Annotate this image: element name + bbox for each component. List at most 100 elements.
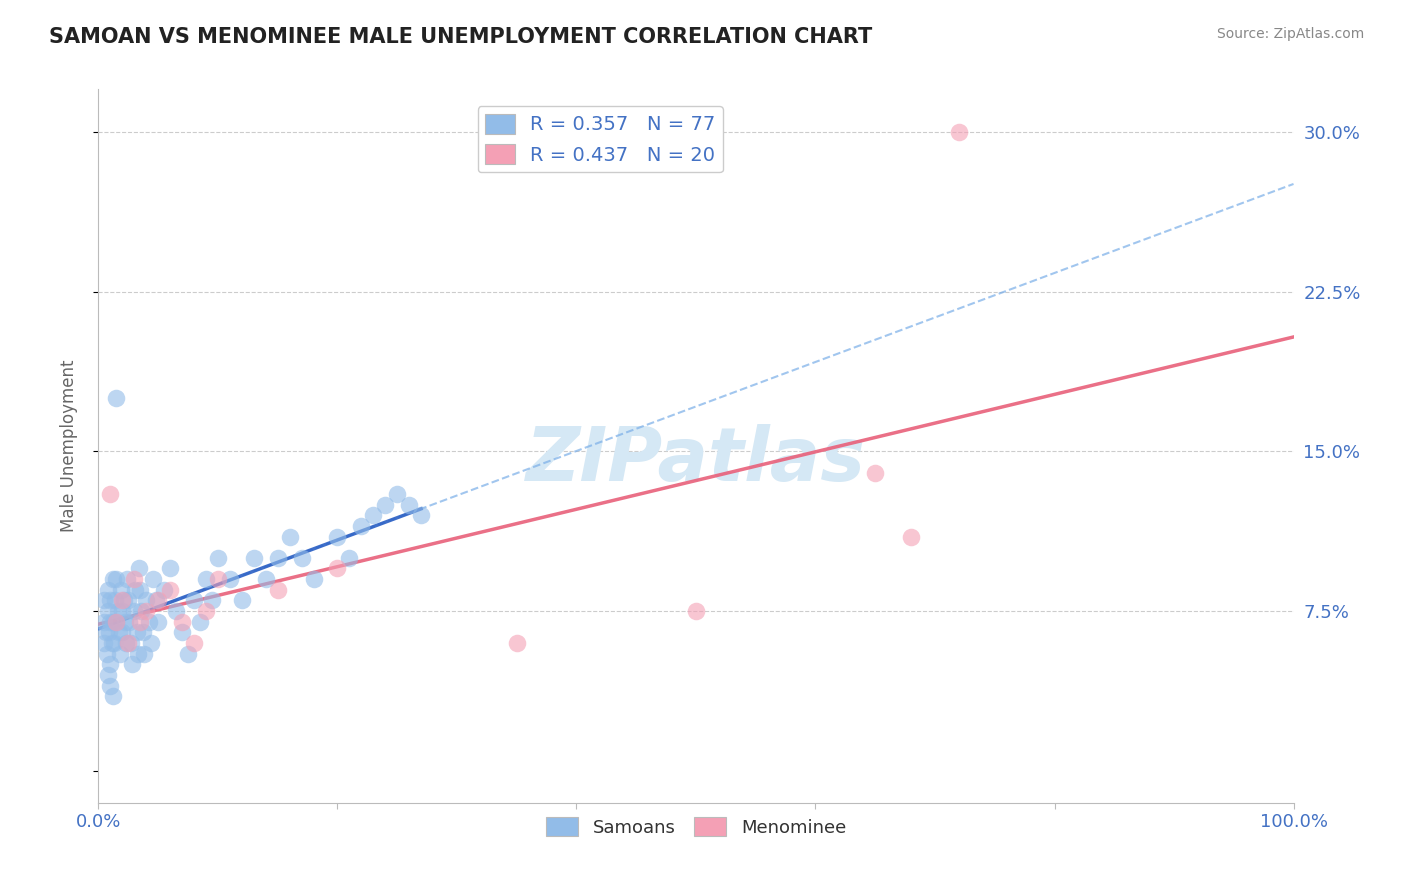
Point — [107, 625, 129, 640]
Point — [98, 657, 122, 672]
Point — [100, 636, 122, 650]
Point — [94, 625, 117, 640]
Point — [326, 529, 349, 543]
Point — [201, 593, 224, 607]
Point — [98, 487, 122, 501]
Point — [148, 593, 170, 607]
Point — [159, 561, 181, 575]
Point — [127, 647, 149, 661]
Point — [93, 593, 115, 607]
Point — [865, 466, 887, 480]
Point — [101, 615, 124, 629]
Point — [385, 487, 409, 501]
Point — [135, 593, 157, 607]
Point — [120, 636, 142, 650]
Point — [267, 582, 290, 597]
Point — [207, 572, 229, 586]
Point — [105, 615, 128, 629]
Point — [183, 636, 205, 650]
Point — [132, 647, 155, 661]
Point — [105, 391, 128, 405]
Point — [374, 498, 396, 512]
Text: ZIPatlas: ZIPatlas — [526, 424, 866, 497]
Point — [139, 636, 162, 650]
Point — [97, 604, 120, 618]
Point — [900, 529, 922, 543]
Point — [172, 625, 194, 640]
Point — [111, 625, 134, 640]
Point — [207, 550, 229, 565]
Point — [138, 615, 160, 629]
Point — [363, 508, 385, 523]
Point — [165, 604, 187, 618]
Point — [128, 561, 150, 575]
Point — [111, 593, 134, 607]
Point — [398, 498, 420, 512]
Point — [93, 636, 115, 650]
Point — [101, 572, 124, 586]
Point — [117, 593, 139, 607]
Point — [131, 625, 153, 640]
Point — [243, 550, 266, 565]
Point — [350, 519, 373, 533]
Point — [107, 604, 129, 618]
Text: Source: ZipAtlas.com: Source: ZipAtlas.com — [1216, 27, 1364, 41]
Point — [96, 647, 118, 661]
Point — [948, 125, 970, 139]
Text: SAMOAN VS MENOMINEE MALE UNEMPLOYMENT CORRELATION CHART: SAMOAN VS MENOMINEE MALE UNEMPLOYMENT CO… — [49, 27, 873, 46]
Point — [121, 657, 143, 672]
Point — [103, 636, 125, 650]
Point — [267, 550, 290, 565]
Point — [111, 604, 134, 618]
Point — [506, 636, 529, 650]
Point — [339, 550, 361, 565]
Point — [97, 582, 120, 597]
Point — [219, 572, 242, 586]
Point — [101, 690, 124, 704]
Point — [125, 625, 148, 640]
Point — [326, 561, 349, 575]
Point — [98, 625, 121, 640]
Point — [411, 508, 433, 523]
Point — [183, 593, 205, 607]
Y-axis label: Male Unemployment: Male Unemployment — [59, 359, 77, 533]
Point — [254, 572, 277, 586]
Point — [195, 572, 218, 586]
Point — [291, 550, 314, 565]
Legend: Samoans, Menominee: Samoans, Menominee — [538, 810, 853, 844]
Point — [114, 615, 136, 629]
Point — [115, 572, 138, 586]
Point — [685, 604, 707, 618]
Point — [142, 572, 165, 586]
Point — [112, 593, 135, 607]
Point — [117, 636, 139, 650]
Point — [302, 572, 325, 586]
Point — [195, 604, 218, 618]
Point — [110, 582, 132, 597]
Point — [145, 593, 167, 607]
Point — [177, 647, 200, 661]
Point — [148, 615, 170, 629]
Point — [105, 615, 128, 629]
Point — [131, 604, 153, 618]
Point — [108, 647, 131, 661]
Point — [129, 582, 152, 597]
Point — [278, 529, 301, 543]
Point — [129, 615, 152, 629]
Point — [105, 572, 128, 586]
Point — [93, 615, 115, 629]
Point — [98, 593, 122, 607]
Point — [188, 615, 211, 629]
Point — [97, 668, 120, 682]
Point — [124, 572, 146, 586]
Point — [104, 593, 127, 607]
Point — [231, 593, 253, 607]
Point — [124, 582, 146, 597]
Point — [118, 615, 141, 629]
Point — [135, 604, 157, 618]
Point — [124, 604, 146, 618]
Point — [115, 636, 138, 650]
Point — [159, 582, 181, 597]
Point — [153, 582, 176, 597]
Point — [98, 679, 122, 693]
